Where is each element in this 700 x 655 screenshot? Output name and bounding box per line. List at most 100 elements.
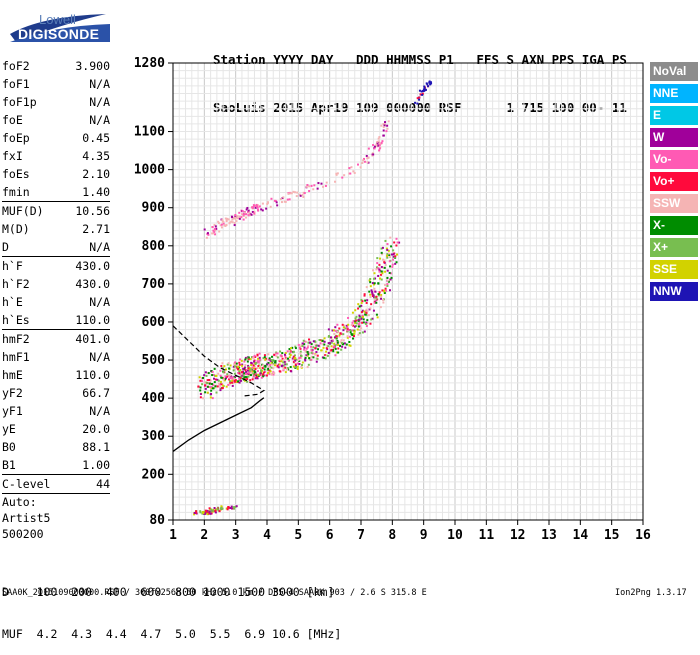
echo-point <box>243 368 246 371</box>
echo-point <box>295 195 298 198</box>
param-row: h`Es 110.0 <box>2 311 110 329</box>
echo-point <box>372 269 375 272</box>
echo-point <box>217 222 220 225</box>
scaled-parameters-panel: foF2 3.900 foF1 N/A foF1p N/A foE N/A foEp 0.45 fx… <box>2 57 110 542</box>
echo-point <box>213 228 216 231</box>
echo-point <box>235 381 238 384</box>
echo-point <box>262 364 265 367</box>
echo-point <box>299 352 302 355</box>
echo-point <box>282 368 285 371</box>
echo-point <box>387 249 390 252</box>
echo-point <box>327 342 330 345</box>
legend-item-e: E <box>650 106 698 125</box>
echo-point <box>382 129 385 132</box>
x-tick-label: 13 <box>541 528 557 543</box>
echo-point <box>222 377 225 380</box>
echo-point <box>305 340 308 343</box>
echo-point <box>260 208 263 211</box>
echo-point <box>299 194 302 197</box>
echo-point <box>251 366 254 369</box>
echo-point <box>294 359 297 362</box>
echo-point <box>342 326 345 329</box>
echo-point <box>391 265 394 268</box>
y-tick-label: 80 <box>149 513 165 528</box>
echo-point <box>270 359 273 362</box>
echo-point <box>377 282 380 285</box>
echo-point <box>363 293 366 296</box>
echo-point <box>332 348 335 351</box>
echo-point <box>238 217 241 220</box>
param-value: 2.71 <box>82 222 110 236</box>
param-value: 3.900 <box>75 59 110 73</box>
echo-point <box>219 374 222 377</box>
y-tick-label: 700 <box>142 277 166 292</box>
x-tick-label: 11 <box>479 528 495 543</box>
echo-point <box>321 339 324 342</box>
echo-point <box>293 354 296 357</box>
echo-point <box>388 254 391 257</box>
echo-point <box>419 93 422 96</box>
echo-point <box>373 298 376 301</box>
echo-point <box>282 361 285 364</box>
echo-point <box>366 299 369 302</box>
echo-point <box>336 339 339 342</box>
echo-point <box>315 360 318 363</box>
echo-point <box>299 347 302 350</box>
echo-point <box>370 318 373 321</box>
echo-point <box>220 506 223 509</box>
echo-point <box>259 372 262 375</box>
echo-point <box>384 239 387 242</box>
echo-point <box>246 206 249 209</box>
echo-point <box>420 90 423 93</box>
echo-point <box>357 325 360 328</box>
echo-point <box>371 282 374 285</box>
echo-point <box>383 261 386 264</box>
echo-point <box>312 188 315 191</box>
y-tick-label: 1000 <box>134 163 165 178</box>
echo-point <box>244 358 247 361</box>
echo-point <box>352 337 355 340</box>
echo-point <box>287 359 290 362</box>
echo-point <box>217 372 220 375</box>
echo-point <box>240 359 243 362</box>
echo-point <box>273 372 276 375</box>
param-value: 66.7 <box>82 386 110 400</box>
echo-point <box>231 507 234 510</box>
echo-point <box>233 372 236 375</box>
param-value: N/A <box>89 240 110 254</box>
echo-point <box>283 361 286 364</box>
echo-point <box>283 353 286 356</box>
x-tick-label: 12 <box>510 528 526 543</box>
echo-point <box>241 210 244 213</box>
echo-point <box>386 127 389 130</box>
echo-point <box>294 345 297 348</box>
echo-point <box>263 365 266 368</box>
echo-point <box>385 130 388 133</box>
echo-point <box>245 213 248 216</box>
echo-point <box>246 380 249 383</box>
echo-point <box>237 371 240 374</box>
echo-point <box>232 369 235 372</box>
echo-point <box>278 363 281 366</box>
echo-point <box>208 507 211 510</box>
echo-point <box>289 192 292 195</box>
echo-point <box>255 375 258 378</box>
echo-point <box>334 326 337 329</box>
echo-point <box>272 367 275 370</box>
echo-point <box>388 289 391 292</box>
x-tick-label: 7 <box>357 528 365 543</box>
echo-point <box>352 324 355 327</box>
echo-point <box>357 318 360 321</box>
echo-point <box>210 508 213 511</box>
echo-point <box>252 376 255 379</box>
echo-point <box>269 359 272 362</box>
echo-point <box>214 233 217 236</box>
echo-point <box>261 375 264 378</box>
echo-point <box>290 192 293 195</box>
echo-point <box>210 393 213 396</box>
echo-point <box>360 304 363 307</box>
echo-point <box>346 330 349 333</box>
echo-point <box>386 269 389 272</box>
echo-point <box>209 386 212 389</box>
echo-point <box>322 185 325 188</box>
